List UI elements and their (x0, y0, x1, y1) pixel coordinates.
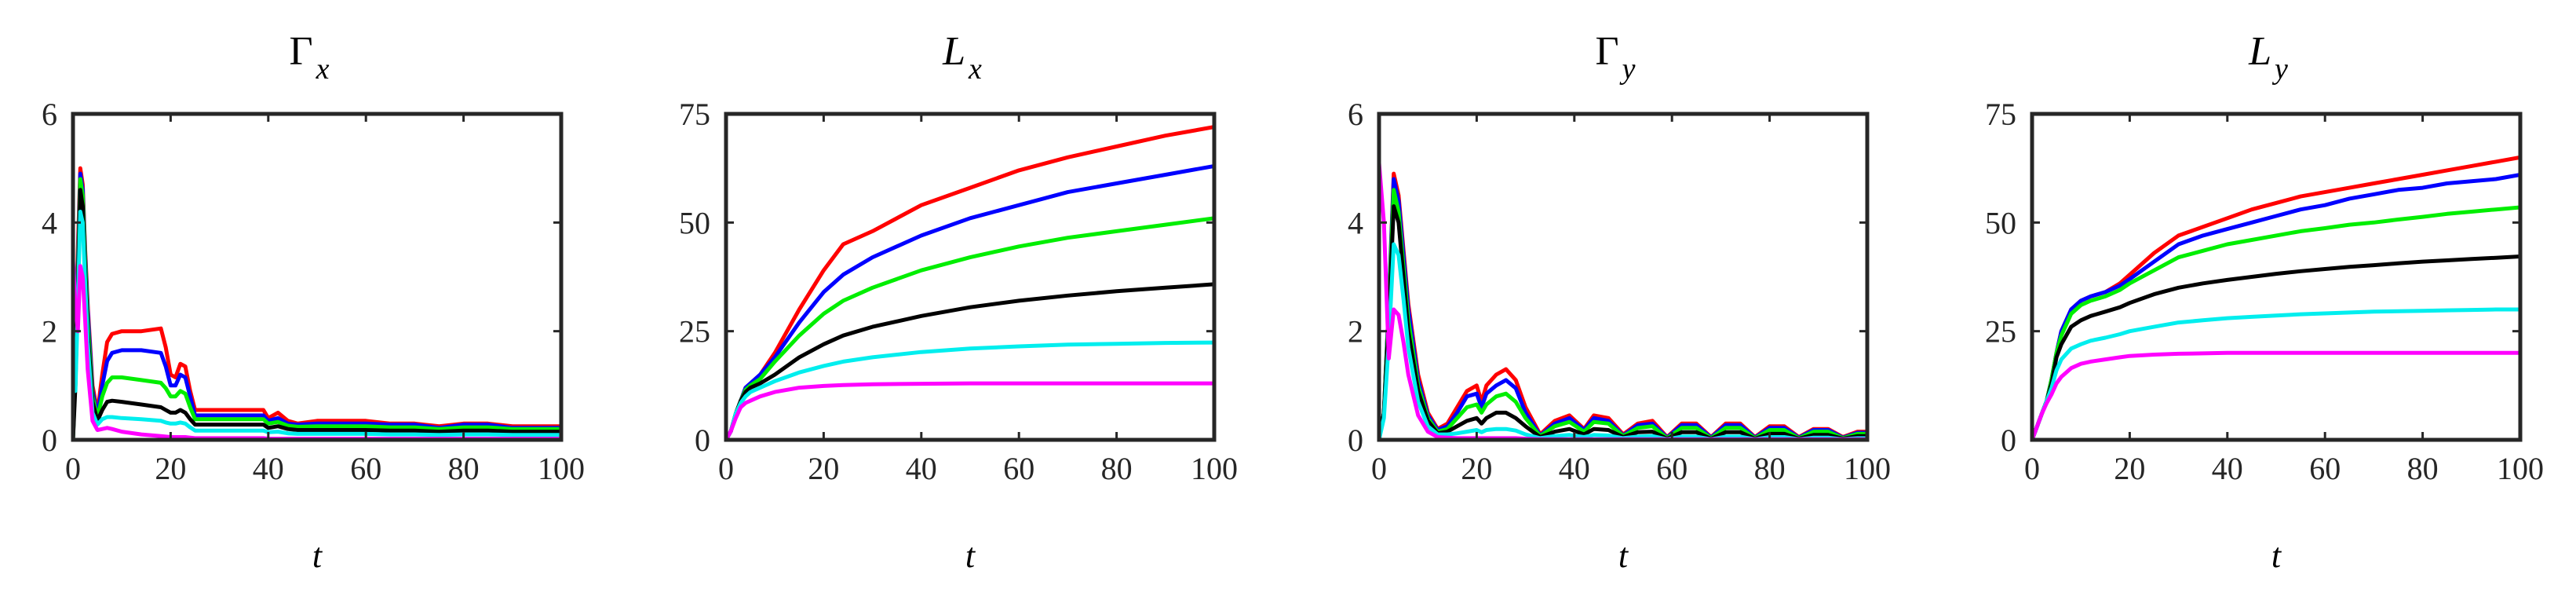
y-tick-label: 6 (1348, 97, 1363, 132)
x-tick-label: 100 (538, 451, 585, 486)
series-line-green (726, 216, 1214, 440)
x-tick-label: 100 (2497, 451, 2544, 486)
x-tick-label: 40 (1559, 451, 1590, 486)
series-group (726, 125, 1214, 440)
series-line-green (2032, 205, 2520, 440)
x-tick-label: 0 (65, 451, 81, 486)
x-tick-label: 20 (1461, 451, 1492, 486)
series-line-red (726, 125, 1214, 440)
x-axis-label: t (2271, 536, 2282, 575)
series-line-cyan (73, 210, 561, 437)
axes-box (71, 112, 564, 442)
chart-panel-1: 0 20 40 60 80 100 0 25 50 75 L x t (679, 29, 1238, 575)
x-axis-label: t (965, 536, 976, 575)
series-line-magenta (726, 381, 1214, 440)
series-group (2032, 155, 2520, 440)
axes-box (1377, 112, 1870, 442)
series-line-black (2032, 254, 2520, 440)
y-tick-label: 2 (1348, 314, 1363, 350)
x-tick-label: 0 (2024, 451, 2040, 486)
x-axis-label: t (1618, 536, 1629, 575)
x-tick-label: 40 (906, 451, 937, 486)
chart-panel-3: 0 20 40 60 80 100 0 25 50 75 L y t (1985, 29, 2544, 575)
series-line-blue (1379, 177, 1867, 440)
y-tick-label: 0 (1348, 423, 1363, 458)
series-group (73, 166, 561, 440)
series-group (1379, 160, 1867, 440)
x-tick-label: 100 (1844, 451, 1891, 486)
y-tick-label: 50 (679, 205, 710, 240)
x-tick-label: 60 (350, 451, 381, 486)
series-line-black (1379, 204, 1867, 440)
series-line-magenta (1379, 160, 1867, 440)
x-tick-label: 20 (808, 451, 839, 486)
series-line-cyan (726, 340, 1214, 440)
x-tick-label: 80 (448, 451, 480, 486)
y-tick-label: 0 (695, 423, 710, 458)
series-line-blue (73, 171, 561, 440)
series-line-red (1379, 171, 1867, 440)
x-tick-label: 60 (1656, 451, 1688, 486)
x-tick-label: 60 (1003, 451, 1034, 486)
series-line-red (73, 166, 561, 440)
axes-box (724, 112, 1217, 442)
x-tick-label: 80 (2407, 451, 2439, 486)
y-tick-label: 25 (679, 314, 710, 350)
series-line-green (73, 177, 561, 440)
y-tick-label: 0 (2001, 423, 2016, 458)
y-tick-label: 4 (1348, 205, 1363, 240)
y-tick-label: 0 (42, 423, 57, 458)
axes-box (2030, 112, 2523, 442)
series-line-magenta (2032, 350, 2520, 440)
y-tick-label: 50 (1985, 205, 2016, 240)
x-tick-label: 80 (1101, 451, 1133, 486)
chart-panel-2: 0 20 40 60 80 100 0 2 4 6 Γ y t (1348, 29, 1891, 575)
series-line-black (73, 188, 561, 440)
chart-panel-0: 0 20 40 60 80 100 0 2 4 6 Γ x t (42, 29, 585, 575)
series-line-cyan (2032, 307, 2520, 440)
x-tick-label: 100 (1191, 451, 1238, 486)
x-tick-label: 20 (2114, 451, 2145, 486)
y-tick-label: 6 (42, 97, 57, 132)
x-tick-label: 0 (1371, 451, 1387, 486)
y-tick-label: 75 (1985, 97, 2016, 132)
series-line-cyan (1379, 242, 1867, 440)
y-tick-label: 4 (42, 205, 57, 240)
y-tick-label: 25 (1985, 314, 2016, 350)
x-tick-label: 20 (155, 451, 186, 486)
series-line-blue (726, 163, 1214, 440)
series-line-red (2032, 155, 2520, 440)
x-tick-label: 60 (2309, 451, 2341, 486)
y-tick-label: 75 (679, 97, 710, 132)
x-tick-label: 40 (2212, 451, 2243, 486)
y-tick-label: 2 (42, 314, 57, 350)
x-tick-label: 80 (1754, 451, 1786, 486)
x-tick-label: 0 (718, 451, 734, 486)
series-line-green (1379, 188, 1867, 440)
x-axis-label: t (312, 536, 323, 575)
x-tick-label: 40 (253, 451, 284, 486)
